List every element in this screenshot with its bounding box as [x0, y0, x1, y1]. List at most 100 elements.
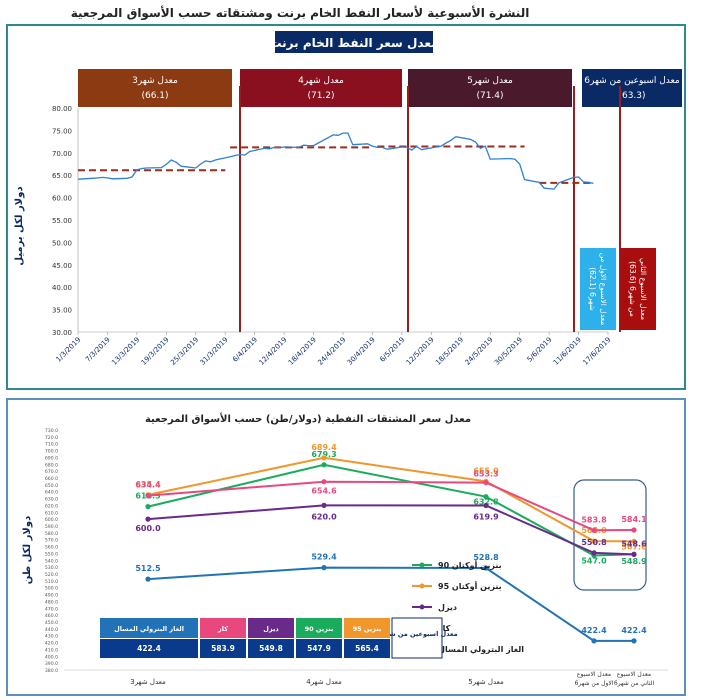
derivative-point: [321, 502, 327, 508]
derivatives-y-tick: 700.0: [45, 449, 58, 455]
derivatives-y-tick: 650.0: [45, 483, 58, 489]
derivative-point: [591, 550, 597, 556]
table-value-cell: [248, 639, 294, 658]
derivatives-y-tick: 390.0: [45, 661, 58, 667]
brent-y-tick: 45.00: [52, 262, 72, 270]
derivatives-y-tick: 710.0: [45, 442, 58, 448]
derivatives-y-tick: 540.0: [45, 558, 58, 564]
derivative-point: [483, 480, 489, 486]
table-value-cell: [100, 639, 198, 658]
derivative-point: [631, 527, 637, 533]
brent-x-tick: 1/3/2019: [55, 336, 83, 364]
month-average-value: (63.3): [618, 91, 645, 101]
derivatives-y-tick: 580.0: [45, 531, 58, 537]
brent-x-tick: 12/4/2019: [257, 336, 288, 367]
derivatives-y-tick: 450.0: [45, 620, 58, 626]
month-average-label: معدل شهر3: [132, 76, 178, 86]
derivative-data-label: 634.4: [135, 481, 161, 490]
legend-entry: الغاز البترولي المسال: [438, 645, 524, 654]
derivatives-y-tick: 620.0: [45, 503, 58, 509]
derivatives-y-tick: 400.0: [45, 654, 58, 660]
derivatives-y-tick: 380.0: [45, 668, 58, 674]
derivatives-y-tick: 430.0: [45, 634, 58, 640]
table-header-cell: [391, 617, 443, 659]
derivative-data-label: 632.8: [473, 498, 499, 507]
month-average-box: [78, 69, 232, 107]
derivatives-y-tick: 640.0: [45, 490, 58, 496]
month-average-value: (71.4): [476, 91, 503, 101]
derivative-point: [483, 565, 489, 571]
derivatives-category-label-line2: الثاني من شهر6: [614, 680, 655, 687]
brent-y-tick: 55.00: [52, 217, 72, 225]
derivatives-y-tick: 600.0: [45, 517, 58, 523]
derivatives-category-label: معدل شهر3: [130, 678, 166, 686]
brent-price-line: [77, 132, 594, 190]
derivative-point: [145, 516, 151, 522]
derivatives-chart-title: معدل سعر المشتقات النفطية (دولار/طن) حسب…: [145, 412, 471, 425]
derivative-data-label: 550.8: [581, 538, 607, 547]
derivative-point: [631, 551, 637, 557]
month-average-box: [408, 69, 572, 107]
derivatives-y-tick: 460.0: [45, 613, 58, 619]
derivative-point: [321, 462, 327, 468]
legend-swatch-marker: [419, 604, 425, 610]
brent-y-tick: 70.00: [52, 150, 72, 158]
derivative-data-label: 635.4: [135, 480, 161, 489]
brent-chart-panel: معدل شهر3 (66.1) معدل شهر4 (71.2) معدل شهر5 (…: [6, 24, 686, 390]
derivative-data-label: 567.6: [621, 542, 647, 551]
derivative-data-label: 512.5: [135, 564, 161, 573]
table-value: 565.4: [355, 644, 379, 653]
derivative-data-label: 600.0: [135, 524, 161, 533]
month-average-value: (66.1): [141, 91, 168, 101]
derivative-series-line: [147, 463, 635, 557]
week-average-label: معدل الاسبوع الثاني: [639, 258, 648, 320]
derivatives-y-tick: 680.0: [45, 462, 58, 468]
legend-swatch-marker: [419, 583, 425, 589]
week-average-label: معدل الاسبوع الاول من: [599, 253, 608, 326]
derivatives-y-tick: 470.0: [45, 606, 58, 612]
derivatives-category-label: معدل شهر5: [468, 678, 504, 686]
derivative-point: [321, 565, 327, 571]
brent-y-tick: 35.00: [52, 307, 72, 315]
brent-chart-title: معدل سعر النفط الخام برنت: [269, 36, 438, 51]
derivatives-y-tick: 720.0: [45, 435, 58, 441]
derivatives-category-label: معدل شهر4: [306, 678, 342, 686]
derivative-data-label: 528.8: [473, 553, 499, 562]
page-title: النشرة الأسبوعية لأسعار النفط الخام برنت…: [70, 6, 530, 20]
table-header-label: الغاز البترولي المسال: [114, 625, 184, 633]
derivatives-y-tick: 500.0: [45, 586, 58, 592]
derivative-data-label: 654.6: [311, 487, 337, 496]
brent-title-box: [273, 29, 435, 55]
table-header-cell: [248, 618, 294, 638]
derivative-point: [483, 502, 489, 509]
derivatives-y-tick: 590.0: [45, 524, 58, 530]
brent-x-tick: 19/3/2019: [140, 336, 171, 367]
brent-y-tick: 50.00: [52, 239, 72, 247]
brent-x-tick: 24/5/2019: [464, 336, 495, 367]
derivatives-y-tick: 660.0: [45, 476, 58, 482]
derivative-series-line: [147, 456, 635, 543]
derivatives-category-label-line2: الاول من شهر6: [575, 680, 614, 687]
derivative-point: [591, 527, 597, 533]
derivatives-y-tick: 610.0: [45, 510, 58, 516]
derivatives-y-tick: 410.0: [45, 647, 58, 653]
derivative-data-label: 422.4: [621, 626, 647, 635]
brent-chart: معدل شهر3 (66.1) معدل شهر4 (71.2) معدل شهر5 (…: [14, 29, 682, 367]
brent-x-tick: 6/5/2019: [378, 336, 406, 364]
brent-x-tick: 17/6/2019: [581, 336, 612, 367]
derivatives-y-tick: 560.0: [45, 545, 58, 551]
derivative-point: [321, 479, 327, 485]
brent-x-tick: 13/3/2019: [110, 336, 141, 367]
brent-x-tick: 11/6/2019: [552, 336, 583, 367]
derivative-data-label: 548.6: [621, 539, 647, 548]
table-header-label: بنزين 90: [305, 625, 334, 633]
brent-x-tick: 18/4/2019: [287, 336, 318, 367]
legend-entry: بنزين أوكتان 95: [438, 581, 502, 591]
derivative-data-label: 620.0: [311, 512, 337, 521]
derivative-data-label: 619.9: [473, 513, 499, 522]
derivative-point: [591, 638, 597, 644]
derivative-point: [321, 455, 327, 461]
brent-x-tick: 31/3/2019: [199, 336, 230, 367]
derivative-data-label: 655.0: [473, 466, 499, 475]
brent-y-tick: 80.00: [52, 105, 72, 113]
